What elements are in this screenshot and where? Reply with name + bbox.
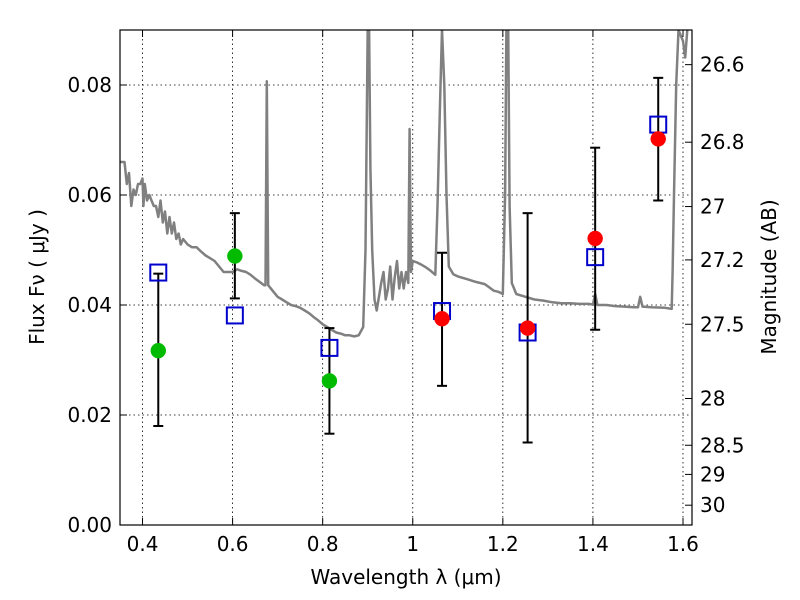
ticks-layer: 0.4 0.6 0.8 1 1.2 1.4 1.6 0.00 0.02 0.04 0.06 0.08 2… [67, 30, 745, 556]
observed-detection-point [519, 320, 536, 336]
x-tick-label: 1.2 [487, 532, 519, 556]
y2-tick-label: 27.2 [700, 248, 745, 272]
y2-tick-label: 29 [700, 462, 725, 486]
x-tick-label: 0.8 [307, 532, 339, 556]
y2-tick-label: 27 [700, 195, 725, 219]
model-photometry-square [149, 263, 168, 282]
y2-tick-label: 27.5 [700, 312, 745, 336]
x-tick-label: 0.6 [217, 532, 249, 556]
x-axis-label: Wavelength λ (μm) [310, 565, 501, 589]
plot-frame [119, 29, 693, 526]
observed-detection-point [434, 311, 450, 327]
model-photometry-square [225, 306, 244, 325]
model-spectrum-line [120, 30, 689, 338]
observed-other-point [227, 248, 243, 264]
y2-tick-label: 26.8 [700, 130, 745, 154]
y-tick-label: 0.00 [67, 513, 112, 537]
y2-tick-label: 26.6 [700, 53, 745, 77]
y-tick-label: 0.04 [67, 293, 112, 317]
x-tick-label: 1.6 [667, 532, 699, 556]
observed-detection-point [650, 131, 666, 147]
x-tick-label: 1.4 [577, 532, 609, 556]
x-tick-label: 0.4 [127, 532, 159, 556]
y-tick-label: 0.02 [67, 403, 112, 427]
model-photometry-square [586, 248, 605, 267]
y2-tick-label: 30 [700, 493, 725, 517]
observed-other-point [321, 373, 338, 389]
y-axis-label: Flux Fν ( μJy ) [25, 209, 49, 345]
y2-tick-label: 28 [700, 387, 725, 411]
observed-detection-point [587, 230, 603, 247]
y2-tick-label: 28.5 [700, 433, 745, 457]
y-tick-label: 0.06 [67, 183, 112, 207]
model-photometry-square [320, 338, 339, 357]
observed-other-point [150, 342, 167, 359]
right-y-axis-label: Magnitude (AB) [757, 199, 781, 354]
model-spectrum-layer [120, 30, 689, 338]
x-tick-label: 1 [406, 532, 419, 556]
model-photometry-layer [149, 115, 668, 357]
observed-points-layer [150, 131, 666, 389]
y-tick-label: 0.08 [67, 73, 112, 97]
